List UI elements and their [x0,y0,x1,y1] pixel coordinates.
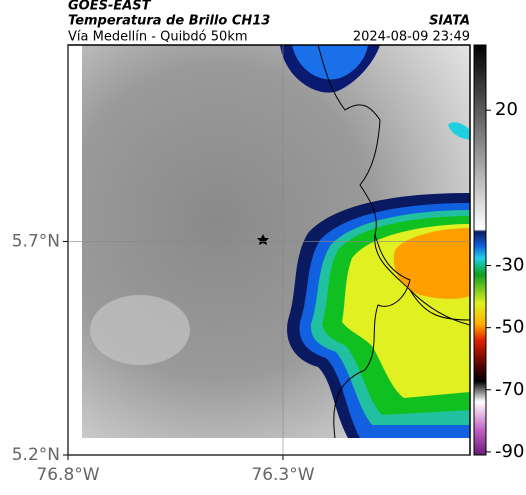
boundaries [317,45,470,438]
source: GOES-EAST [68,0,152,14]
cloud [90,295,190,365]
title: Temperatura de Brillo CH13 [68,14,270,29]
org: SIATA [429,14,470,29]
y-tick-label: 5.2°N [12,445,60,465]
x-tick-label: 76.8°W [36,465,99,485]
colorbar [473,44,487,456]
cloud [292,45,368,80]
cloud [448,122,470,140]
subtitle: Vía Medellín - Quibdó 50km [68,30,248,45]
y-tick-label: 5.7°N [12,231,60,251]
cloud [393,228,470,299]
location-marker [257,234,269,245]
colorbar-tick-label: 20 [495,99,518,120]
datetime: 2024-08-09 23:49 [353,30,470,45]
imagery [82,45,470,438]
colorbar-tick-label: -70 [495,379,524,400]
colorbar-tick-label: -50 [495,317,524,338]
x-tick-label: 76.3°W [251,465,314,485]
colorbar-tick-label: -30 [495,255,524,276]
colorbar-tick-label: -90 [495,441,524,462]
